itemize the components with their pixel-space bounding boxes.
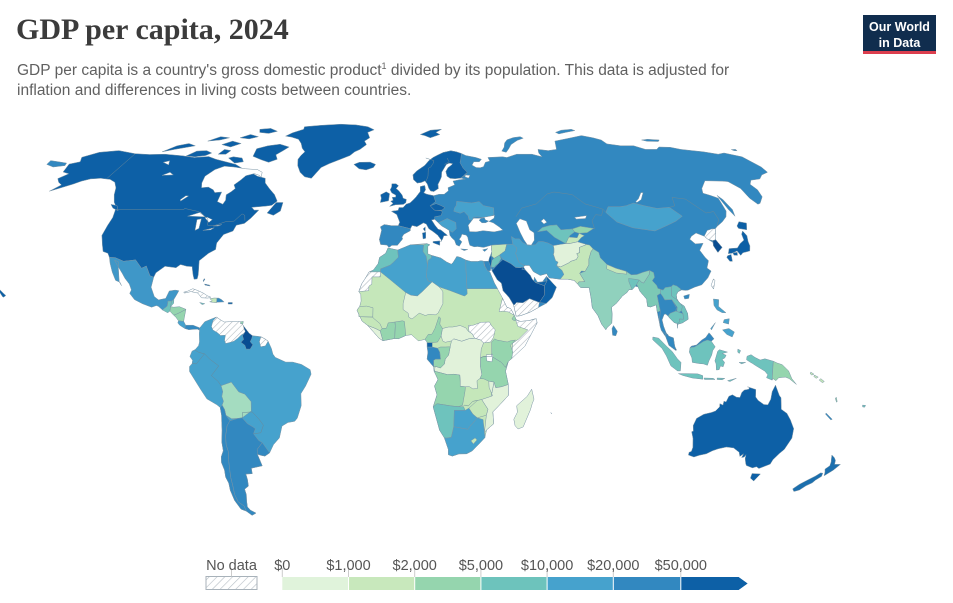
svg-text:$0: $0 xyxy=(274,558,290,574)
svg-text:$20,000: $20,000 xyxy=(587,558,639,574)
svg-text:$10,000: $10,000 xyxy=(521,558,573,574)
svg-text:$2,000: $2,000 xyxy=(393,558,437,574)
svg-text:$50,000: $50,000 xyxy=(655,558,707,574)
svg-text:$1,000: $1,000 xyxy=(326,558,370,574)
svg-text:$5,000: $5,000 xyxy=(459,558,503,574)
svg-text:No data: No data xyxy=(206,558,258,574)
